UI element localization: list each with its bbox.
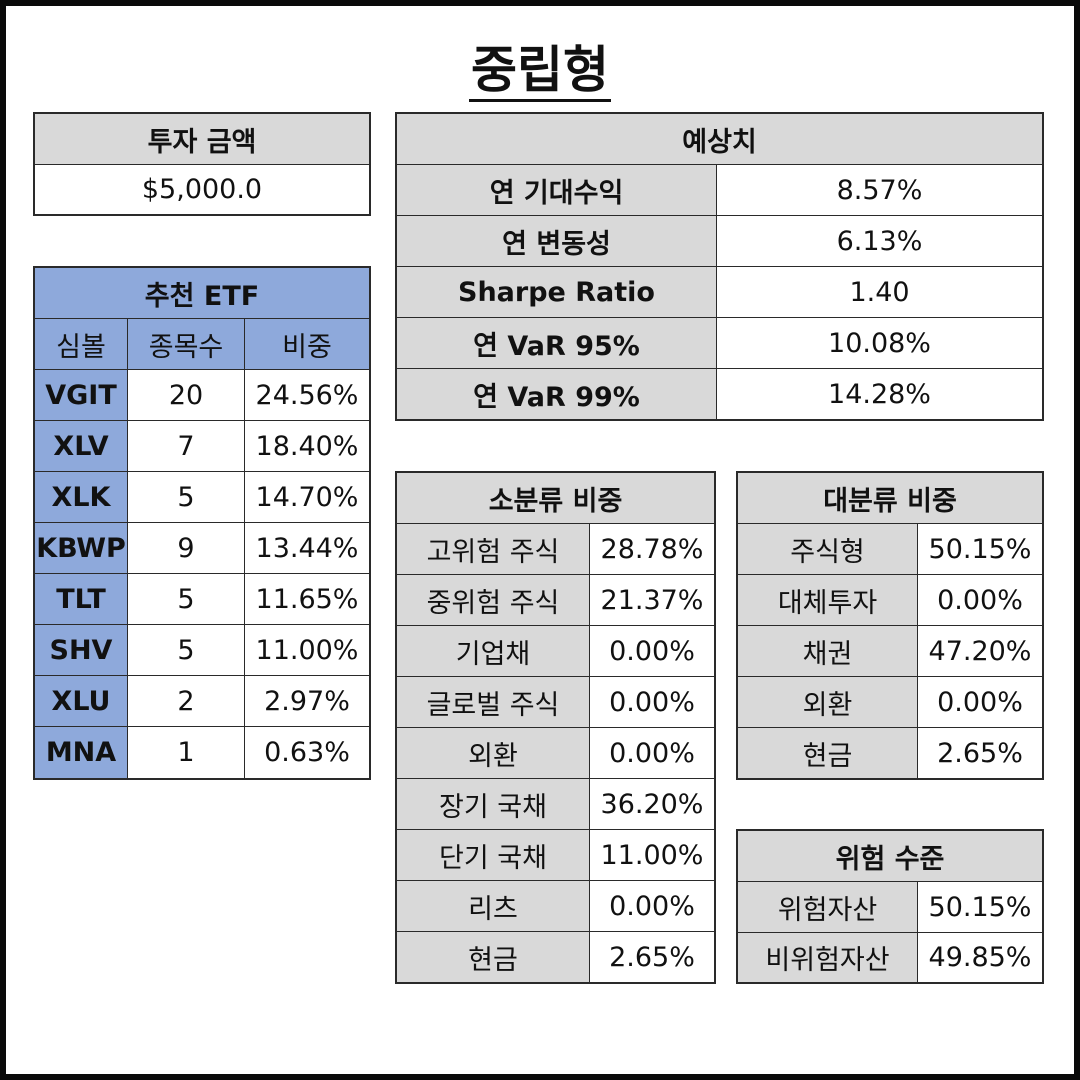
main-category-value: 2.65% xyxy=(937,737,1023,769)
main-category-label: 외환 xyxy=(738,677,918,728)
sub-category-label: 고위험 주식 xyxy=(397,524,590,575)
etf-weight: 0.63% xyxy=(264,737,350,768)
risk-level-header: 위험 수준 xyxy=(738,831,1042,882)
sub-category-value: 28.78% xyxy=(590,524,714,575)
etf-count: 2 xyxy=(128,676,245,727)
etf-symbol: KBWP xyxy=(35,523,128,574)
etf-col-count: 종목수 xyxy=(128,319,245,370)
etf-weight: 2.97% xyxy=(245,676,369,727)
sub-category-label: 중위험 주식 xyxy=(397,575,590,626)
etf-col-weight: 비중 xyxy=(245,319,369,370)
etf-count: 5 xyxy=(128,472,245,523)
expected-label-return: 연 기대수익 xyxy=(397,165,717,216)
page-title: 중립형 xyxy=(6,40,1074,102)
expected-value-var99: 14.28% xyxy=(828,378,931,410)
sub-category-label: 리츠 xyxy=(397,881,590,932)
sub-category-value: 11.00% xyxy=(590,830,714,881)
expected-table: 예상치 연 기대수익 8.57% 연 변동성 6.13% Sharpe Rati… xyxy=(395,112,1044,421)
sub-category-value: 0.00% xyxy=(590,881,714,932)
risk-level-table: 위험 수준 위험자산 50.15% 비위험자산 49.85% xyxy=(736,829,1044,984)
sub-category-header: 소분류 비중 xyxy=(397,473,714,524)
main-category-value: 47.20% xyxy=(918,626,1042,677)
sub-category-label: 외환 xyxy=(397,728,590,779)
etf-count: 20 xyxy=(128,370,245,421)
etf-weight: 14.70% xyxy=(245,472,369,523)
expected-header: 예상치 xyxy=(397,114,1042,165)
sub-category-value: 0.00% xyxy=(590,677,714,728)
investment-value: $5,000.0 xyxy=(141,174,263,205)
etf-weight: 11.65% xyxy=(245,574,369,625)
etf-weight: 24.56% xyxy=(245,370,369,421)
etf-table: 추천 ETF 심볼 종목수 비중 VGIT 20 24.56% XLV 7 18… xyxy=(33,266,371,780)
risk-level-value: 50.15% xyxy=(918,882,1042,933)
etf-symbol: XLK xyxy=(35,472,128,523)
sub-category-value: 2.65% xyxy=(609,941,695,973)
expected-label-volatility: 연 변동성 xyxy=(397,216,717,267)
etf-count: 7 xyxy=(128,421,245,472)
sub-category-value: 0.00% xyxy=(590,626,714,677)
main-category-value: 0.00% xyxy=(918,575,1042,626)
expected-label-sharpe: Sharpe Ratio xyxy=(397,267,717,318)
etf-count: 1 xyxy=(128,727,245,778)
etf-symbol: MNA xyxy=(35,727,128,778)
etf-count: 5 xyxy=(128,625,245,676)
investment-table: 투자 금액 $5,000.0 xyxy=(33,112,371,216)
etf-weight: 13.44% xyxy=(245,523,369,574)
main-category-label: 대체투자 xyxy=(738,575,918,626)
sub-category-label: 단기 국채 xyxy=(397,830,590,881)
etf-count: 9 xyxy=(128,523,245,574)
etf-count: 5 xyxy=(128,574,245,625)
expected-label-var99: 연 VaR 99% xyxy=(397,369,717,419)
expected-value-sharpe: 1.40 xyxy=(717,267,1042,318)
expected-value-volatility: 6.13% xyxy=(717,216,1042,267)
sub-category-table: 소분류 비중 고위험 주식 28.78% 중위험 주식 21.37% 기업채 0… xyxy=(395,471,716,984)
investment-header: 투자 금액 xyxy=(35,114,369,165)
sub-category-label: 기업채 xyxy=(397,626,590,677)
main-category-value: 50.15% xyxy=(918,524,1042,575)
main-category-label: 현금 xyxy=(738,728,918,778)
etf-symbol: XLU xyxy=(35,676,128,727)
main-category-value: 0.00% xyxy=(918,677,1042,728)
etf-symbol: SHV xyxy=(35,625,128,676)
etf-symbol: TLT xyxy=(35,574,128,625)
sub-category-label: 글로벌 주식 xyxy=(397,677,590,728)
risk-level-label: 위험자산 xyxy=(738,882,918,933)
etf-symbol: XLV xyxy=(35,421,128,472)
sub-category-label: 현금 xyxy=(397,932,590,982)
sub-category-value: 21.37% xyxy=(590,575,714,626)
main-category-table: 대분류 비중 주식형 50.15% 대체투자 0.00% 채권 47.20% 외… xyxy=(736,471,1044,780)
expected-value-var95: 10.08% xyxy=(717,318,1042,369)
etf-header: 추천 ETF xyxy=(35,268,369,319)
main-category-label: 주식형 xyxy=(738,524,918,575)
etf-weight: 18.40% xyxy=(245,421,369,472)
etf-col-symbol: 심볼 xyxy=(35,319,128,370)
expected-value-return: 8.57% xyxy=(717,165,1042,216)
main-category-label: 채권 xyxy=(738,626,918,677)
risk-level-label: 비위험자산 xyxy=(738,933,918,982)
sub-category-value: 36.20% xyxy=(590,779,714,830)
risk-level-value: 49.85% xyxy=(928,942,1032,973)
sub-category-value: 0.00% xyxy=(590,728,714,779)
sub-category-label: 장기 국채 xyxy=(397,779,590,830)
main-category-header: 대분류 비중 xyxy=(738,473,1042,524)
expected-label-var95: 연 VaR 95% xyxy=(397,318,717,369)
etf-weight: 11.00% xyxy=(245,625,369,676)
etf-symbol: VGIT xyxy=(35,370,128,421)
